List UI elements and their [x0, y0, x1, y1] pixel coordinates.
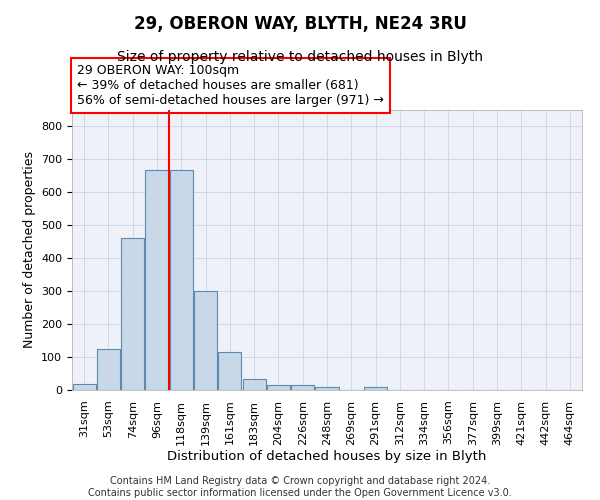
Bar [267, 386, 290, 390]
Bar [242, 379, 266, 390]
Text: Size of property relative to detached houses in Blyth: Size of property relative to detached ho… [117, 50, 483, 64]
Bar [73, 384, 95, 390]
Bar [218, 352, 241, 390]
Bar [291, 386, 314, 390]
Bar [170, 170, 193, 390]
Bar [194, 291, 217, 390]
Text: 29 OBERON WAY: 100sqm
← 39% of detached houses are smaller (681)
56% of semi-det: 29 OBERON WAY: 100sqm ← 39% of detached … [77, 64, 384, 107]
X-axis label: Distribution of detached houses by size in Blyth: Distribution of detached houses by size … [167, 450, 487, 464]
Bar [121, 238, 144, 390]
Bar [316, 386, 338, 390]
Bar [145, 170, 169, 390]
Bar [364, 386, 387, 390]
Y-axis label: Number of detached properties: Number of detached properties [23, 152, 35, 348]
Text: Contains HM Land Registry data © Crown copyright and database right 2024.
Contai: Contains HM Land Registry data © Crown c… [88, 476, 512, 498]
Bar [97, 349, 120, 390]
Text: 29, OBERON WAY, BLYTH, NE24 3RU: 29, OBERON WAY, BLYTH, NE24 3RU [134, 15, 466, 33]
